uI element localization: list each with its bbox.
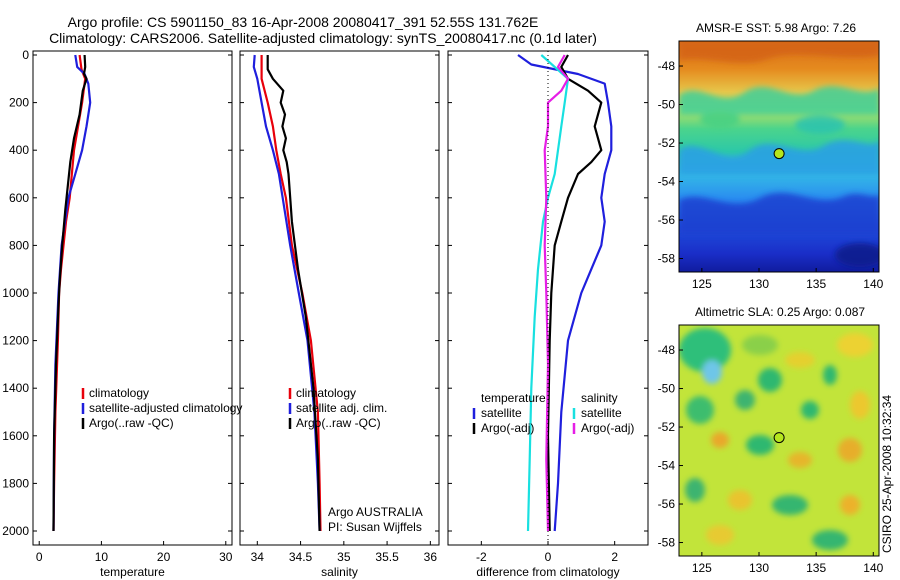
- x-tick-label: 2: [611, 550, 618, 564]
- legend-entry: Argo(..raw -QC): [89, 416, 174, 430]
- y-tick-label: 800: [9, 238, 29, 252]
- legend-entry: satellite: [481, 406, 522, 420]
- y-tick-label: -58: [658, 536, 676, 550]
- y-tick-label: -54: [658, 459, 676, 473]
- sla-map-title: Altimetric SLA: 0.25 Argo: 0.087: [695, 305, 865, 319]
- y-tick-label: 400: [9, 143, 29, 157]
- legend-heading: salinity: [581, 391, 618, 405]
- y-tick-label: -50: [658, 98, 676, 112]
- y-tick-label: -50: [658, 382, 676, 396]
- sst-map-frame: [678, 40, 880, 273]
- x-tick-label: 125: [692, 277, 712, 291]
- y-tick-label: 1400: [2, 381, 29, 395]
- sst-map-title: AMSR-E SST: 5.98 Argo: 7.26: [696, 21, 856, 35]
- y-tick-label: -54: [658, 175, 676, 189]
- y-tick-label: -52: [658, 420, 676, 434]
- y-tick-label: 2000: [2, 524, 29, 538]
- legend-entry: Argo(..raw -QC): [296, 416, 381, 430]
- annotation: Argo AUSTRALIA: [328, 505, 423, 519]
- x-tick-label: 0: [36, 550, 43, 564]
- side-label: CSIRO 25-Apr-2008 10:32:34: [880, 395, 894, 553]
- y-tick-label: 1000: [2, 286, 29, 300]
- x-tick-label: 34: [251, 550, 265, 564]
- legend-entry: satellite-adjusted climatology: [89, 401, 242, 415]
- x-tick-label: 10: [95, 550, 109, 564]
- y-tick-label: -56: [658, 497, 676, 511]
- figure-title-line1: Argo profile: CS 5901150_83 16-Apr-2008 …: [68, 14, 539, 30]
- sst-map-axes: 125 130 135 140 -48 -50 -52 -54 -56 -58: [658, 59, 884, 291]
- y-tick-label: 600: [9, 191, 29, 205]
- x-tick-label: 35: [337, 550, 351, 564]
- series-line-salinity-satellite: [526, 54, 570, 532]
- x-tick-label: 125: [692, 561, 712, 575]
- legend-entry: climatology: [89, 386, 149, 400]
- argo-location-marker: [773, 432, 785, 444]
- legend-entry: Argo(-adj): [581, 421, 634, 435]
- series-line-climatology: [260, 55, 322, 532]
- series-line-argo-raw-qc: [52, 54, 88, 532]
- legend-entry: satellite: [581, 406, 622, 420]
- x-axis-label: salinity: [321, 565, 358, 579]
- series-line-temperature-argo-adj: [546, 54, 603, 532]
- x-tick-label: 20: [157, 550, 171, 564]
- series-line-salinity-argo-adj: [543, 54, 570, 532]
- y-tick-label: -52: [658, 136, 676, 150]
- legend-entry: satellite adj. clim.: [296, 401, 387, 415]
- y-tick-label: 1600: [2, 429, 29, 443]
- x-tick-label: 130: [749, 561, 769, 575]
- sla-map-frame: [678, 324, 880, 557]
- x-tick-label: 140: [863, 277, 883, 291]
- x-tick-label: 30: [219, 550, 233, 564]
- legend-heading: temperature: [481, 391, 546, 405]
- y-tick-label: 0: [22, 48, 29, 62]
- x-tick-label: -2: [476, 550, 487, 564]
- y-tick-label: 1800: [2, 476, 29, 490]
- x-tick-label: 36: [424, 550, 438, 564]
- x-tick-label: 130: [749, 277, 769, 291]
- x-tick-label: 135: [806, 277, 826, 291]
- x-tick-label: 0: [545, 550, 552, 564]
- argo-location-marker: [773, 148, 785, 160]
- x-tick-label: 140: [863, 561, 883, 575]
- x-axis-label: temperature: [100, 565, 165, 579]
- legend-entry: Argo(-adj): [481, 421, 534, 435]
- y-tick-label: -48: [658, 343, 676, 357]
- x-tick-label: 135: [806, 561, 826, 575]
- temperature-axes: [32, 50, 233, 546]
- x-axis-label: difference from climatology: [476, 565, 619, 579]
- annotation: PI: Susan Wijffels: [328, 520, 422, 534]
- y-tick-label: -48: [658, 59, 676, 73]
- sla-map: [679, 325, 879, 556]
- x-tick-label: 35.5: [375, 550, 399, 564]
- series-line-argo-raw-qc: [266, 55, 321, 532]
- y-tick-label: 1200: [2, 334, 29, 348]
- temperature-panel: 0 10 20 30 0 200 400 600 800 1000 1200 1400 1600 1800…: [2, 48, 242, 579]
- y-tick-label: -56: [658, 213, 676, 227]
- series-line-temperature-satellite: [517, 54, 613, 532]
- y-tick-label: 200: [9, 96, 29, 110]
- salinity-axes: [239, 50, 440, 546]
- y-tick-label: -58: [658, 252, 676, 266]
- sla-map-axes: 125 130 135 140 -48 -50 -52 -54 -56 -58: [658, 343, 884, 575]
- x-tick-label: 34.5: [289, 550, 313, 564]
- figure-title-line2: Climatology: CARS2006. Satellite-adjuste…: [49, 30, 597, 46]
- legend-entry: climatology: [296, 386, 356, 400]
- salinity-panel: 34 34.5 35 35.5 36 salinity climatologysatelli…: [240, 54, 439, 579]
